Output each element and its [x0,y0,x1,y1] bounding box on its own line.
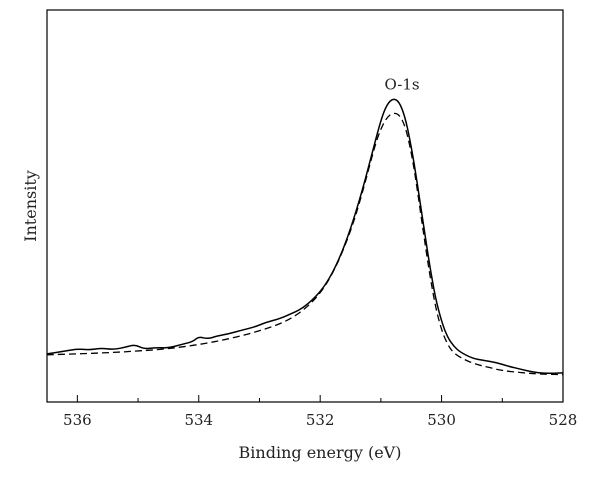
x-tick-label: 536 [63,411,92,429]
solid-series-line [46,98,564,375]
x-tick-label: 532 [306,411,335,429]
y-axis-title: Intensity [21,170,40,242]
series-group [46,98,564,376]
x-tick-label: 528 [549,411,578,429]
dashed-series-line [46,112,564,376]
x-tick-label: 530 [427,411,456,429]
x-tick-label: 534 [184,411,213,429]
x-ticks: 536 534 532 530 528 [63,395,577,429]
peak-annotation-label: O-1s [384,75,419,93]
plot-frame [46,9,564,403]
annotation-group: O-1s [384,75,419,93]
x-axis-title: Binding energy (eV) [239,443,402,462]
